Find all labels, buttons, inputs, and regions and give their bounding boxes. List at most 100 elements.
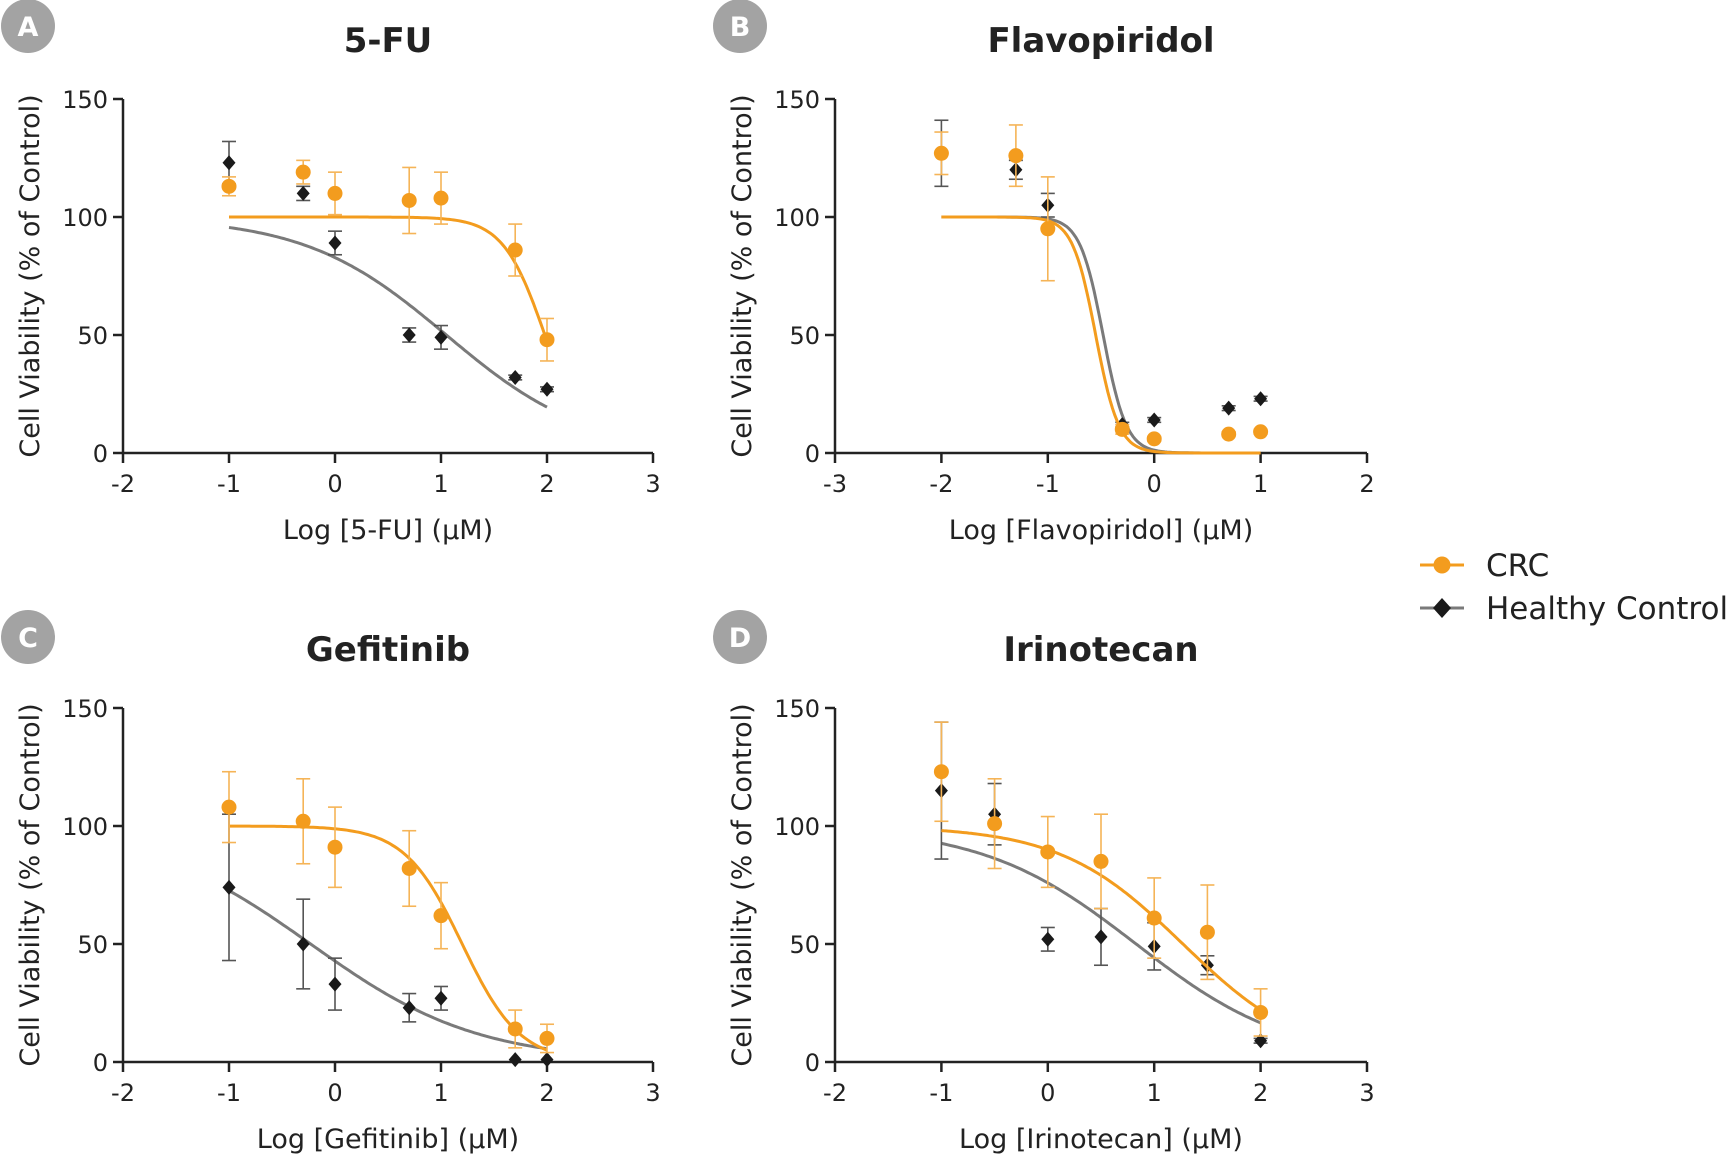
y-axis-label: Cell Viability (% of Control) — [727, 94, 758, 457]
x-tick-label: -3 — [823, 470, 847, 498]
y-tick-label: 100 — [62, 813, 108, 841]
chart-title: Irinotecan — [1003, 630, 1198, 670]
data-point — [1254, 391, 1268, 407]
x-tick-label: 1 — [1253, 470, 1268, 498]
data-point — [540, 1052, 554, 1068]
data-point — [508, 1052, 522, 1068]
series-healthy-control — [934, 119, 1268, 455]
data-point — [933, 764, 949, 780]
data-point — [402, 1000, 416, 1016]
x-tick-label: -1 — [1036, 470, 1060, 498]
x-tick-label: 2 — [1253, 1079, 1268, 1107]
x-tick-label: 2 — [539, 1079, 554, 1107]
y-tick-label: 0 — [805, 1049, 820, 1077]
x-tick-label: 3 — [1359, 1079, 1374, 1107]
y-tick-label: 0 — [93, 1049, 108, 1077]
data-point — [327, 839, 343, 855]
data-point — [1041, 931, 1055, 947]
data-point — [1040, 221, 1056, 237]
data-point — [296, 936, 310, 952]
data-point — [328, 235, 342, 251]
data-point — [1199, 924, 1215, 940]
series-healthy-control — [222, 140, 554, 409]
data-point — [540, 381, 554, 397]
y-tick-label: 150 — [62, 86, 108, 114]
y-tick-label: 100 — [62, 204, 108, 232]
data-point — [508, 369, 522, 385]
data-point — [1093, 853, 1109, 869]
fit-curve — [229, 215, 549, 342]
y-tick-label: 100 — [774, 813, 820, 841]
x-tick-label: -2 — [111, 470, 135, 498]
x-tick-label: 3 — [645, 470, 660, 498]
data-point — [1253, 1004, 1269, 1020]
data-point — [1094, 929, 1108, 945]
data-point — [1114, 421, 1130, 437]
chart-title: 5-FU — [344, 21, 433, 61]
x-tick-label: 1 — [433, 1079, 448, 1107]
panel-badge — [713, 610, 767, 664]
x-tick-label: 1 — [433, 470, 448, 498]
data-point — [933, 145, 949, 161]
data-point — [1040, 844, 1056, 860]
series-crc — [221, 159, 555, 362]
panel-a: A 5-FU -2 -1 0 1 2 3 0 50 100 150 Log [5-FU] (μM) Cel… — [1, 0, 661, 546]
y-tick-label: 50 — [77, 322, 108, 350]
data-point — [434, 990, 448, 1006]
data-point — [402, 327, 416, 343]
data-point — [987, 816, 1003, 832]
y-tick-label: 0 — [93, 440, 108, 468]
panel-letter: D — [729, 623, 751, 654]
y-tick-label: 150 — [774, 86, 820, 114]
data-point — [433, 908, 449, 924]
x-tick-label: 3 — [645, 1079, 660, 1107]
data-point — [295, 813, 311, 829]
x-tick-label: 1 — [1147, 1079, 1162, 1107]
series-crc — [221, 770, 555, 1054]
y-axis-label: Cell Viability (% of Control) — [15, 94, 46, 457]
panel-letter: A — [18, 12, 39, 43]
data-point — [295, 164, 311, 180]
data-point — [327, 185, 343, 201]
legend-crc-label: CRC — [1486, 548, 1549, 584]
data-point — [1008, 148, 1024, 164]
legend-healthy-marker — [1433, 598, 1451, 618]
y-tick-label: 100 — [774, 204, 820, 232]
x-tick-label: 2 — [1359, 470, 1374, 498]
data-point — [401, 860, 417, 876]
x-axis-label: Log [Irinotecan] (μM) — [959, 1124, 1243, 1155]
data-point — [1146, 431, 1162, 447]
fit-curve — [941, 215, 1261, 455]
panel-badge — [1, 610, 55, 664]
y-axis-label: Cell Viability (% of Control) — [727, 703, 758, 1066]
legend-healthy-label: Healthy Control — [1486, 591, 1728, 627]
chart-title: Gefitinib — [306, 630, 470, 670]
y-tick-label: 0 — [805, 440, 820, 468]
x-tick-label: -2 — [111, 1079, 135, 1107]
fit-curve — [229, 824, 548, 1052]
y-tick-label: 50 — [77, 931, 108, 959]
x-tick-label: -2 — [823, 1079, 847, 1107]
legend: CRC Healthy Control — [1420, 548, 1728, 627]
x-axis-label: Log [Gefitinib] (μM) — [257, 1124, 519, 1155]
panel-badge — [1, 0, 55, 53]
data-point — [401, 192, 417, 208]
series-healthy-control — [222, 813, 554, 1068]
data-point — [434, 329, 448, 345]
fit-curve — [228, 889, 548, 1051]
panel-badge — [713, 0, 767, 53]
x-tick-label: 0 — [1040, 1079, 1055, 1107]
panel-d: D Irinotecan -2 -1 0 1 2 3 0 50 100 150 Log [Irinote… — [713, 610, 1375, 1155]
y-tick-label: 50 — [789, 322, 820, 350]
x-tick-label: 2 — [539, 470, 554, 498]
fit-curve — [941, 215, 1261, 455]
panel-letter: B — [730, 12, 751, 43]
x-tick-label: -1 — [217, 1079, 241, 1107]
data-point — [539, 332, 555, 348]
y-tick-label: 50 — [789, 931, 820, 959]
data-point — [328, 976, 342, 992]
series-crc — [933, 124, 1269, 455]
data-point — [1147, 412, 1161, 428]
